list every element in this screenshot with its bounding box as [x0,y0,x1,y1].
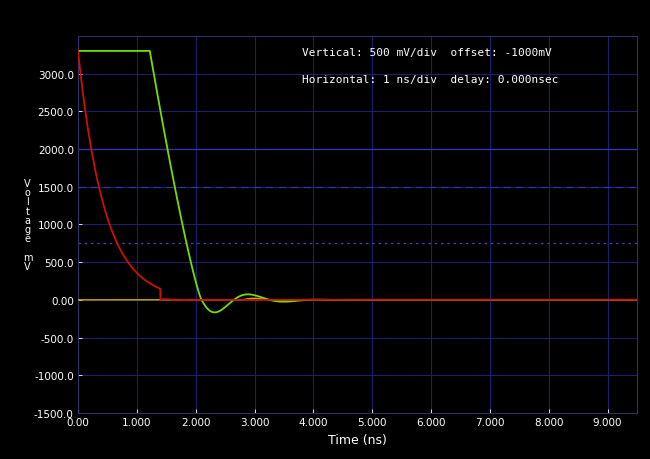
X-axis label: Time (ns): Time (ns) [328,433,387,446]
Text: V
o
l
t
a
g
e
 
m
V: V o l t a g e m V [23,179,32,271]
Text: Vertical: 500 mV/div  offset: -1000mV: Vertical: 500 mV/div offset: -1000mV [302,48,551,58]
Text: Horizontal: 1 ns/div  delay: 0.000nsec: Horizontal: 1 ns/div delay: 0.000nsec [302,74,558,84]
